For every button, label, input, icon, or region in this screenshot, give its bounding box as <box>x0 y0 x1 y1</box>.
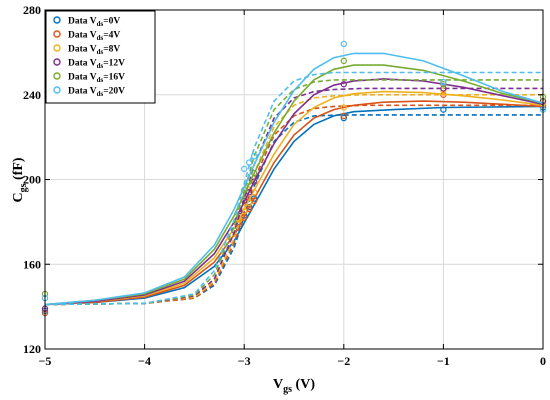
legend-marker <box>53 16 61 24</box>
y-axis-label: Cgs (fF) <box>11 157 29 202</box>
x-axis-label-main: V <box>273 377 283 392</box>
x-axis-label-unit: (V) <box>292 377 315 392</box>
fit-solid-line <box>44 100 544 306</box>
legend-marker <box>53 86 61 94</box>
x-axis-label: Vgs (V) <box>273 377 315 395</box>
series-layer <box>41 40 547 317</box>
legend-marker <box>53 44 61 52</box>
x-tick-label: −4 <box>138 354 151 368</box>
fit-dashed-line <box>44 79 543 306</box>
y-tick-label: 280 <box>23 3 41 17</box>
data-point <box>440 87 447 94</box>
data-point <box>340 40 347 48</box>
legend-marker <box>53 30 61 38</box>
fit-solid-line <box>44 78 544 306</box>
fit-solid-line <box>44 64 544 306</box>
x-axis-label-sub: gs <box>283 384 292 395</box>
legend-marker <box>53 72 61 80</box>
data-point <box>440 106 447 113</box>
legend-entry: Data Vds=0V <box>68 17 120 29</box>
fit-dashed-line <box>44 71 543 306</box>
data-point <box>440 80 447 88</box>
x-tick-label: 0 <box>540 354 546 368</box>
legend-marker <box>53 58 61 66</box>
x-tick-label: −5 <box>39 354 52 368</box>
y-tick-label: 200 <box>23 173 41 187</box>
data-point <box>340 80 347 88</box>
legend-entry: Data Vds=20V <box>68 87 125 99</box>
data-point <box>340 112 347 120</box>
data-point <box>440 78 447 86</box>
y-axis-label-unit: (fF) <box>11 157 26 183</box>
x-tick-label: −2 <box>337 354 350 368</box>
data-point <box>245 159 253 166</box>
data-point <box>340 57 347 65</box>
legend-entry: Data Vds=12V <box>68 59 125 71</box>
legend-entry: Data Vds=16V <box>68 73 125 85</box>
data-point <box>250 169 258 177</box>
y-tick-label: 160 <box>23 257 41 271</box>
series-5 <box>41 40 547 306</box>
legend: Data Vds=0V Data Vds=4V Data Vds=8V Data Vd… <box>45 10 156 104</box>
y-axis-label-sub: gs <box>18 183 29 192</box>
data-point <box>245 203 253 211</box>
data-point <box>340 114 347 122</box>
data-point <box>340 104 347 111</box>
y-axis-label-main: C <box>11 192 26 202</box>
fit-solid-line <box>44 52 544 306</box>
y-tick-label: 120 <box>23 342 41 356</box>
data-point <box>240 165 248 173</box>
fit-solid-line <box>44 90 544 306</box>
legend-box <box>45 10 156 104</box>
data-point <box>440 85 447 92</box>
legend-entry: Data Vds=8V <box>68 45 120 57</box>
data-point <box>250 152 258 160</box>
x-tick-label: −3 <box>238 354 251 368</box>
fit-dashed-line <box>44 94 543 306</box>
legend-entry: Data Vds=4V <box>68 31 120 43</box>
x-tick-label: −1 <box>437 354 450 368</box>
y-tick-label: 240 <box>23 88 41 102</box>
fit-dashed-line <box>44 87 543 306</box>
data-point <box>250 195 258 202</box>
fit-dashed-line <box>44 104 543 306</box>
fit-solid-line <box>44 105 544 306</box>
